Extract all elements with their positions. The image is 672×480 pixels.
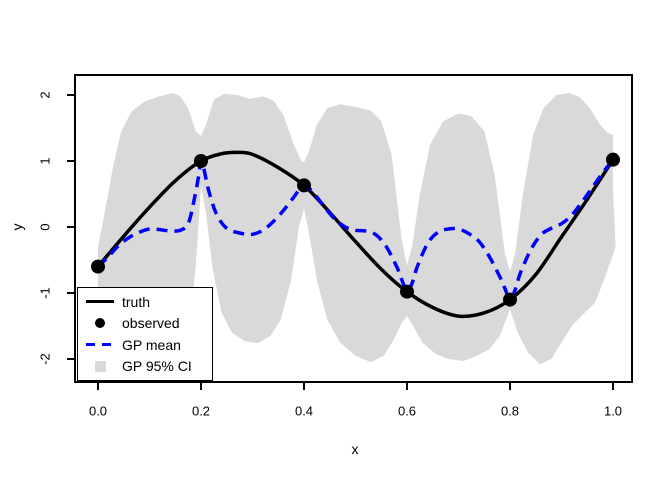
y-axis-label: y bbox=[9, 223, 25, 231]
observed-point bbox=[91, 259, 105, 274]
observed-point bbox=[606, 152, 620, 167]
legend-label-observed: observed bbox=[122, 315, 180, 332]
x-tick-label-0.0: 0.0 bbox=[88, 403, 108, 419]
legend-label-gp-mean: GP mean bbox=[122, 336, 181, 353]
legend-item-gp-mean: GP mean bbox=[78, 334, 212, 355]
x-tick-label-0.4: 0.4 bbox=[294, 403, 314, 419]
legend-label-truth: truth bbox=[122, 293, 151, 310]
observed-point bbox=[297, 178, 311, 193]
legend-item-gp-ci: GP 95% CI bbox=[78, 356, 212, 377]
gp-mean-curve bbox=[96, 158, 615, 302]
x-tick-label-0.2: 0.2 bbox=[191, 403, 211, 419]
x-tick-label-1.0: 1.0 bbox=[603, 403, 623, 419]
legend-item-truth: truth bbox=[78, 291, 212, 312]
legend-label-gp-ci: GP 95% CI bbox=[122, 358, 192, 375]
y-tick-label--1: -1 bbox=[37, 287, 53, 299]
solid-line-swatch bbox=[86, 300, 114, 304]
point-swatch bbox=[95, 318, 105, 329]
y-tick-label-1: 1 bbox=[37, 157, 53, 165]
observed-point bbox=[503, 292, 517, 307]
y-tick-label-0: 0 bbox=[37, 223, 53, 231]
x-tick-label-0.8: 0.8 bbox=[500, 403, 520, 419]
observed-point bbox=[194, 154, 208, 168]
y-tick-label-2: 2 bbox=[37, 91, 53, 99]
x-axis-label: x bbox=[351, 441, 359, 457]
observed-point bbox=[400, 284, 414, 299]
y-tick-label--2: -2 bbox=[37, 353, 53, 365]
legend-item-observed: observed bbox=[78, 313, 212, 334]
legend: truth observed GP mean GP 95% CI bbox=[77, 287, 213, 381]
dashed-line-swatch bbox=[86, 343, 114, 347]
plot-box bbox=[74, 74, 633, 383]
x-tick-label-0.6: 0.6 bbox=[397, 403, 417, 419]
filled-square-swatch bbox=[94, 360, 106, 372]
